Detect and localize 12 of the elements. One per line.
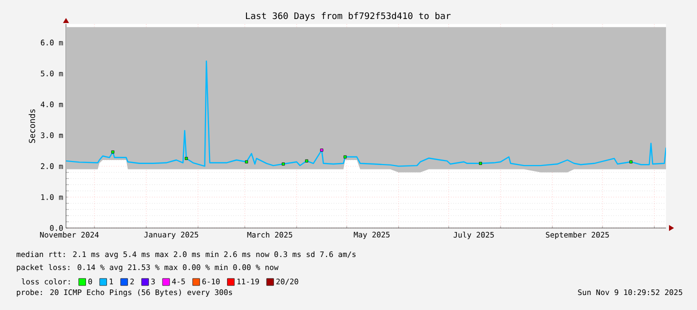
chart-title: Last 360 Days from bf792f53d410 to bar [246, 12, 451, 21]
point [478, 162, 482, 165]
y-axis-title: Seconds [28, 109, 36, 143]
point [344, 155, 347, 158]
point [320, 148, 324, 152]
point [184, 156, 188, 160]
point [111, 150, 114, 154]
point [282, 162, 285, 166]
line-series [66, 60, 666, 167]
point [305, 159, 308, 162]
point [629, 160, 632, 164]
point [245, 160, 248, 164]
